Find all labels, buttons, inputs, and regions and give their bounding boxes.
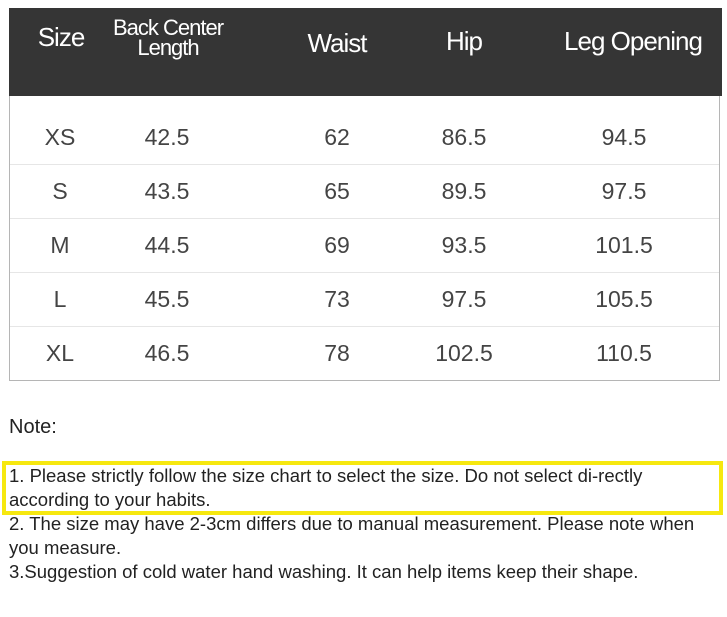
note-item: 2. The size may have 2-3cm differs due t… [9, 513, 695, 558]
table-cell: 73 [324, 286, 350, 312]
table-cell: 78 [324, 340, 350, 366]
table-cell: 86.5 [441, 124, 487, 150]
table-cell: 69 [324, 232, 350, 258]
table-cell: XS [44, 124, 76, 150]
table-cell: 93.5 [441, 232, 487, 258]
note-item: 1. Please strictly follow the size chart… [9, 465, 643, 510]
table-cell: XL [45, 340, 75, 366]
table-cell: 97.5 [441, 286, 487, 312]
table-cell: 43.5 [144, 178, 190, 204]
table-cell: 45.5 [144, 286, 190, 312]
header-size: Size [37, 22, 86, 52]
table-cell: 46.5 [144, 340, 190, 366]
table-cell: 89.5 [441, 178, 487, 204]
table-cell: 110.5 [596, 340, 652, 366]
header-waist: Waist [307, 28, 367, 58]
table-cell: S [52, 178, 68, 204]
header-hip: Hip [445, 26, 483, 56]
table-cell: 42.5 [144, 124, 190, 150]
header-line: Length [137, 35, 199, 60]
table-cell: 105.5 [595, 286, 653, 312]
table-cell: 65 [324, 178, 350, 204]
highlight-box [2, 461, 723, 515]
table-cell: 97.5 [601, 178, 647, 204]
header-leg-opening: Leg Opening [564, 26, 703, 56]
header-line: Back Center [112, 15, 224, 40]
table-cell: 62 [324, 124, 350, 150]
table-row: L 45.5 73 97.5 105.5 [10, 272, 719, 327]
table-cell: L [53, 286, 67, 312]
table-cell: 102.5 [435, 340, 493, 366]
table-row: XS 42.5 62 86.5 94.5 [10, 110, 719, 165]
note-item: 3.Suggestion of cold water hand washing.… [9, 561, 639, 582]
table-cell: M [50, 232, 70, 258]
table-row: M 44.5 69 93.5 101.5 [10, 218, 719, 273]
note-title: Note: [9, 416, 57, 438]
table-header: Size Back Center Length Waist Hip Leg Op… [9, 8, 722, 96]
table-row: S 43.5 65 89.5 97.5 [10, 164, 719, 219]
header-back-center-length: Back Center Length [112, 15, 224, 60]
notes-list: 1. Please strictly follow the size chart… [9, 464, 719, 584]
size-chart-table: Size Back Center Length Waist Hip Leg Op… [9, 8, 722, 381]
table-row: XL 46.5 78 102.5 110.5 [10, 326, 719, 380]
table-cell: 94.5 [601, 124, 647, 150]
table-cell: 101.5 [595, 232, 653, 258]
table-cell: 44.5 [144, 232, 190, 258]
